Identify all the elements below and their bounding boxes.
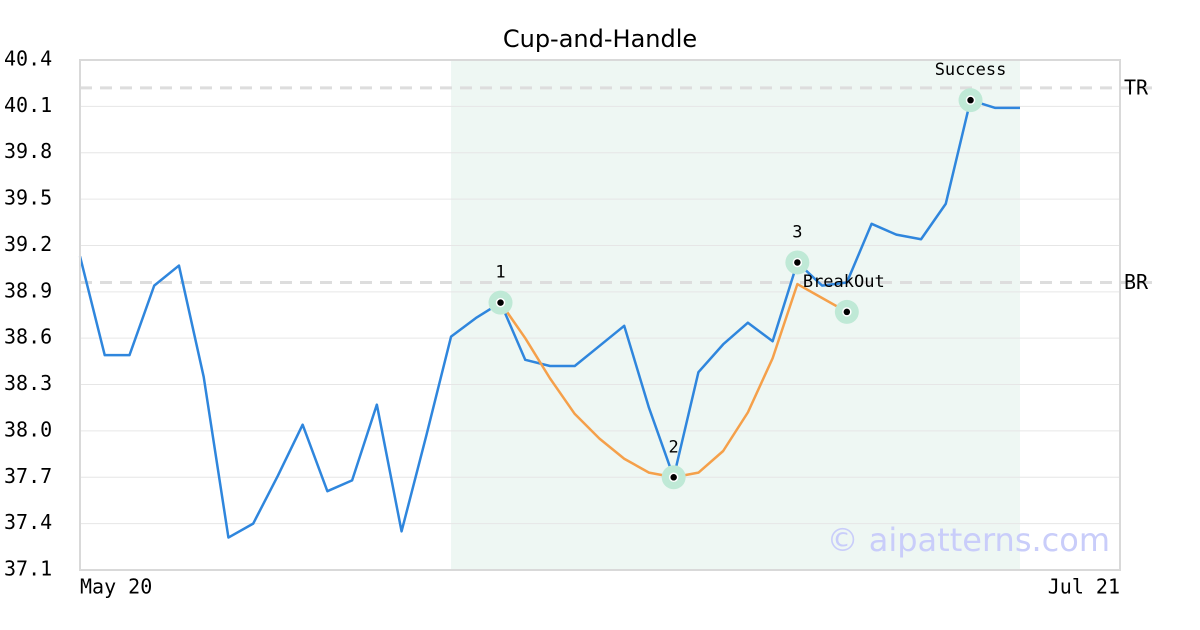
- annotation-label: 2: [669, 437, 679, 457]
- plot-frame: [79, 59, 1121, 571]
- annotation-label: Success: [935, 60, 1007, 80]
- highlight-region: [451, 60, 1021, 570]
- y-tick-label: 39.2: [4, 232, 52, 256]
- y-tick-label: 38.6: [4, 325, 52, 349]
- annotation-label: 3: [792, 222, 802, 242]
- annotation-label: BreakOut: [803, 272, 885, 292]
- x-tick-label: Jul 21: [1048, 575, 1120, 599]
- chart-title: Cup-and-Handle: [503, 25, 697, 53]
- y-tick-label: 37.1: [4, 557, 52, 581]
- annotation-point: [495, 297, 506, 308]
- y-tick-label: 38.0: [4, 417, 52, 441]
- annotation-point: [965, 95, 976, 105]
- annotation-label: 1: [495, 263, 505, 283]
- annotation-point: [668, 472, 679, 483]
- watermark: © aipatterns.com: [827, 521, 1110, 559]
- y-tick-label: 37.4: [4, 510, 52, 534]
- level-label: BR: [1124, 270, 1149, 294]
- y-tick-label: 39.5: [4, 186, 52, 210]
- y-tick-label: 40.1: [4, 93, 52, 117]
- y-tick-label: 37.7: [4, 464, 52, 488]
- y-tick-label: 38.9: [4, 278, 52, 302]
- level-label: TR: [1124, 75, 1149, 99]
- y-tick-label: 38.3: [4, 371, 52, 395]
- x-tick-label: May 20: [80, 575, 152, 599]
- annotation-point: [792, 257, 803, 268]
- series-line: [78, 98, 1020, 539]
- annotation-point: [842, 307, 852, 317]
- y-tick-label: 40.4: [4, 47, 52, 71]
- y-tick-label: 39.8: [4, 139, 52, 163]
